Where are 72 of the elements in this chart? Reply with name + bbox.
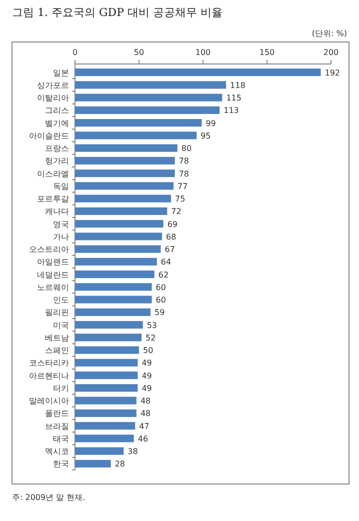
data-label: 69 xyxy=(167,220,178,229)
y-tick-label: 코스타리카 xyxy=(29,358,69,368)
y-tick-label: 포르투갈 xyxy=(37,194,69,204)
data-label: 38 xyxy=(128,447,138,456)
data-label: 95 xyxy=(200,131,211,140)
y-tick-label: 말레이시아 xyxy=(29,396,69,406)
title: 그림 1. 주요국의 GDP 대비 공공채무 비율 xyxy=(12,6,222,19)
y-tick-label: 독일 xyxy=(53,182,69,191)
y-tick-label: 노르웨이 xyxy=(37,282,69,292)
y-tick-label: 프랑스 xyxy=(45,144,69,154)
x-tick-label: 150 xyxy=(259,48,275,57)
data-label: 75 xyxy=(175,194,186,204)
data-label: 53 xyxy=(146,320,158,330)
data-label: 60 xyxy=(156,282,166,292)
data-label: 50 xyxy=(143,346,154,356)
y-tick-label: 아일랜드 xyxy=(37,258,69,267)
y-tick-label: 이스라엘 xyxy=(37,169,69,178)
data-label: 49 xyxy=(142,384,152,393)
data-label: 78 xyxy=(178,169,190,178)
y-tick-label: 일본 xyxy=(53,68,69,78)
data-label: 60 xyxy=(156,296,166,305)
y-tick-label: 브라질 xyxy=(45,422,69,431)
y-tick-label: 가나 xyxy=(53,232,69,242)
data-label: 47 xyxy=(139,422,150,431)
y-tick-label: 태국 xyxy=(53,434,69,444)
data-label: 59 xyxy=(154,308,165,318)
data-label: 62 xyxy=(158,270,169,280)
y-tick-label: 인도 xyxy=(53,296,69,305)
data-label: 46 xyxy=(138,434,148,444)
y-tick-label: 네덜란드 xyxy=(37,270,69,280)
text: 주: 2009년 말 현재. xyxy=(12,493,86,502)
data-label: 49 xyxy=(142,358,152,368)
y-tick-label: 폴란드 xyxy=(45,409,69,418)
data-label: 118 xyxy=(230,80,246,90)
x-tick-label: 0 xyxy=(72,48,78,57)
y-tick-label: 터키 xyxy=(53,384,69,393)
y-tick-label: 한국 xyxy=(53,460,69,469)
y-tick-label: 벨기에 xyxy=(45,118,69,128)
y-tick-label: 아르헨티나 xyxy=(29,371,69,380)
data-label: 48 xyxy=(140,396,151,406)
data-label: 49 xyxy=(142,371,152,380)
y-tick-label: 영국 xyxy=(53,220,69,229)
data-label: 52 xyxy=(146,333,156,342)
y-tick-label: 아이슬란드 xyxy=(29,131,69,140)
data-label: 77 xyxy=(178,182,188,191)
x-tick-label: 200 xyxy=(323,48,339,57)
x-tick-label: 50 xyxy=(134,48,144,57)
y-tick-label: 그리스 xyxy=(45,106,69,116)
data-label: 192 xyxy=(324,68,340,78)
y-tick-label: 싱가포르 xyxy=(37,80,69,90)
y-tick-label: 이탈리아 xyxy=(37,94,69,103)
y-tick-label: 헝가리 xyxy=(45,156,69,166)
x-tick-label: 100 xyxy=(195,48,211,57)
data-label: 48 xyxy=(140,409,151,418)
data-label: 113 xyxy=(224,106,239,116)
data-label: 99 xyxy=(206,118,216,128)
y-tick-label: 베트남 xyxy=(45,333,69,342)
data-label: 68 xyxy=(166,232,176,242)
y-tick-label: 캐나다 xyxy=(45,207,69,216)
data-label: 80 xyxy=(181,144,192,154)
text: (단위: %) xyxy=(312,29,347,38)
data-label: 115 xyxy=(226,94,242,103)
data-label: 78 xyxy=(178,156,190,166)
y-tick-label: 필리핀 xyxy=(45,308,69,318)
y-tick-label: 스페인 xyxy=(45,346,69,356)
data-label: 64 xyxy=(160,258,172,267)
y-tick-label: 오스트리아 xyxy=(29,245,69,254)
data-label: 28 xyxy=(114,460,126,469)
data-label: 72 xyxy=(171,207,182,216)
data-label: 67 xyxy=(164,245,175,254)
y-tick-label: 미국 xyxy=(53,320,69,330)
y-tick-label: 멕시코 xyxy=(45,447,69,456)
